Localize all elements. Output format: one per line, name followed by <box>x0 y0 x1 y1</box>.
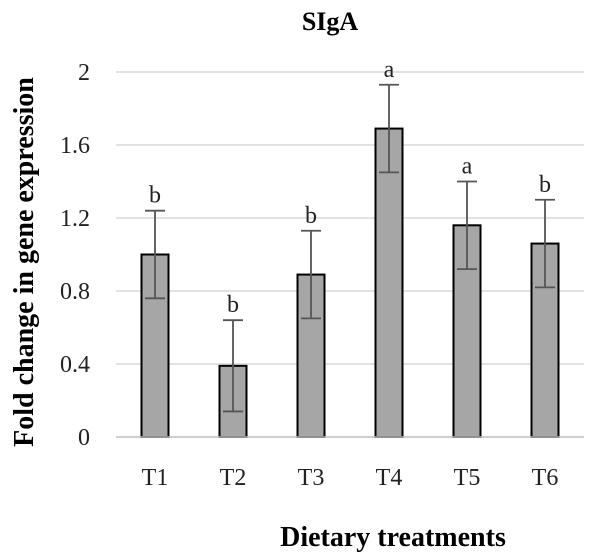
x-tick-label-t1: T1 <box>142 465 169 491</box>
error-bars <box>145 83 555 413</box>
y-tick-label: 2 <box>78 60 90 86</box>
x-tick-label-t6: T6 <box>532 465 559 491</box>
significance-letter-t5: a <box>462 154 473 180</box>
x-tick-label-t3: T3 <box>298 465 325 491</box>
gridlines <box>116 71 584 365</box>
error-bar-t6 <box>535 198 555 289</box>
x-tick-label-t4: T4 <box>376 465 403 491</box>
x-tick-label-t2: T2 <box>220 465 247 491</box>
error-bar-t1 <box>145 209 165 300</box>
x-tick-label-t5: T5 <box>454 465 481 491</box>
significance-letter-t3: b <box>305 203 317 229</box>
error-bar-t2 <box>223 319 243 413</box>
bars <box>140 127 560 439</box>
y-tick-label: 0 <box>78 425 90 451</box>
y-tick-label: 0.8 <box>60 279 90 305</box>
y-axis-label: Fold change in gene expression <box>9 77 40 447</box>
error-bar-t3 <box>301 229 321 320</box>
y-tick-label: 1.2 <box>60 206 90 232</box>
significance-letters: b b b a a b <box>149 57 551 318</box>
y-tick-label: 1.6 <box>60 133 90 159</box>
chart-title: SIgA <box>302 7 359 36</box>
x-axis-label: Dietary treatments <box>280 522 506 553</box>
significance-letter-t6: b <box>539 172 551 198</box>
significance-letter-t1: b <box>149 183 161 209</box>
bar-t4 <box>374 127 404 438</box>
y-axis-ticks: 0 0.4 0.8 1.2 1.6 2 <box>60 60 90 451</box>
error-bar-t4 <box>379 83 399 174</box>
significance-letter-t4: a <box>384 57 395 83</box>
error-bar-t5 <box>457 180 477 271</box>
y-tick-label: 0.4 <box>60 352 90 378</box>
x-axis-ticks: T1 T2 T3 T4 T5 T6 <box>142 465 559 491</box>
significance-letter-t2: b <box>227 292 239 318</box>
